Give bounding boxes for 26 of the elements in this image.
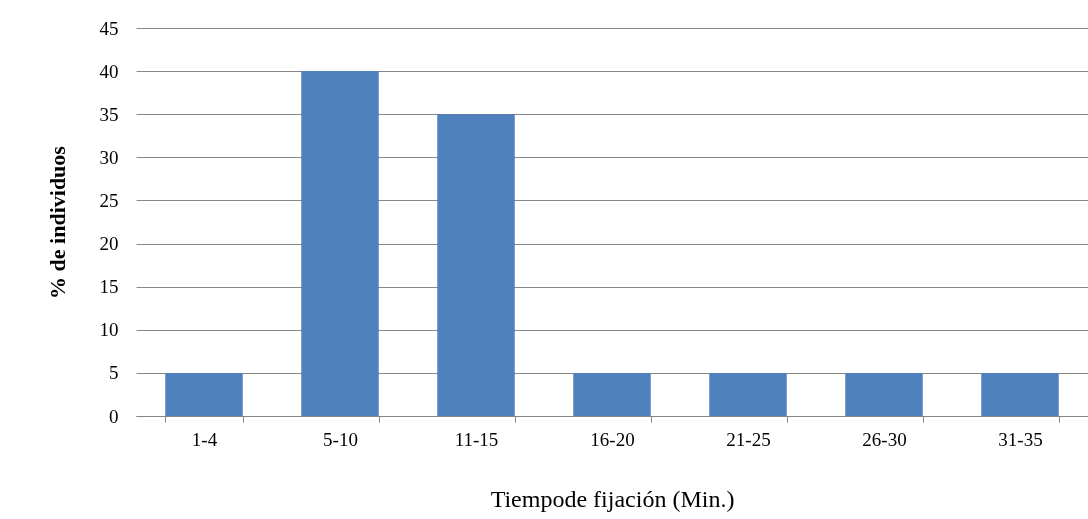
bar [845,372,923,416]
y-tick-label: 35 [99,103,119,125]
y-tick-label: 45 [99,17,119,39]
x-tick-label: 26-30 [862,428,907,450]
x-tick-label: 11-15 [454,428,499,450]
x-axis-title: Tiempode fijación (Min.) [490,485,735,512]
bar [709,372,787,416]
bar [981,372,1059,416]
y-tick-label: 15 [99,276,119,298]
bar [301,71,379,416]
y-tick-label: 20 [99,233,119,255]
y-tick-label: 5 [109,362,119,384]
y-tick-label: 40 [99,60,119,82]
y-tick-label: 10 [99,319,119,341]
x-tick-label: 5-10 [323,428,358,450]
x-tick-label: 31-35 [998,428,1043,450]
bar [573,372,651,416]
x-tick-label: 21-25 [726,428,771,450]
x-tick-label: 1-4 [191,428,218,450]
y-axis-title: % de individuos [44,145,70,299]
y-tick-label: 25 [99,189,119,211]
bar [437,114,515,416]
bar [165,372,243,416]
x-tick-label: 16-20 [590,428,635,450]
y-tick-label: 30 [99,146,119,168]
y-tick-label: 0 [109,405,119,427]
